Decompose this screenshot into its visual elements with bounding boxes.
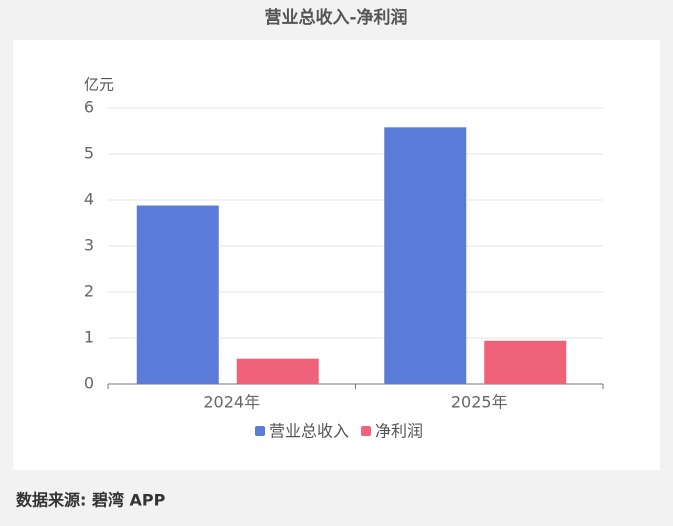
bar: [236, 358, 319, 384]
y-tick-label: 4: [84, 190, 94, 209]
panel: [13, 40, 660, 470]
y-tick-label: 2: [84, 282, 94, 301]
legend-swatch: [361, 426, 372, 436]
y-tick-label: 3: [84, 236, 94, 255]
bar: [484, 340, 567, 384]
legend-label: 营业总收入: [269, 422, 349, 441]
y-axis-unit: 亿元: [84, 76, 114, 94]
y-tick-label: 5: [84, 144, 94, 163]
bar: [384, 127, 467, 384]
x-tick-label: 2025年: [451, 393, 508, 412]
y-tick-label: 6: [84, 98, 94, 117]
chart-title: 营业总收入-净利润: [264, 7, 407, 28]
legend-label: 净利润: [375, 422, 423, 441]
source: 数据来源: 碧湾 APP: [16, 491, 166, 510]
x-tick-label: 2024年: [203, 393, 260, 412]
bar: [136, 205, 219, 384]
legend-swatch: [255, 426, 265, 436]
y-tick-label: 1: [84, 328, 94, 347]
y-tick-label: 0: [84, 374, 94, 393]
